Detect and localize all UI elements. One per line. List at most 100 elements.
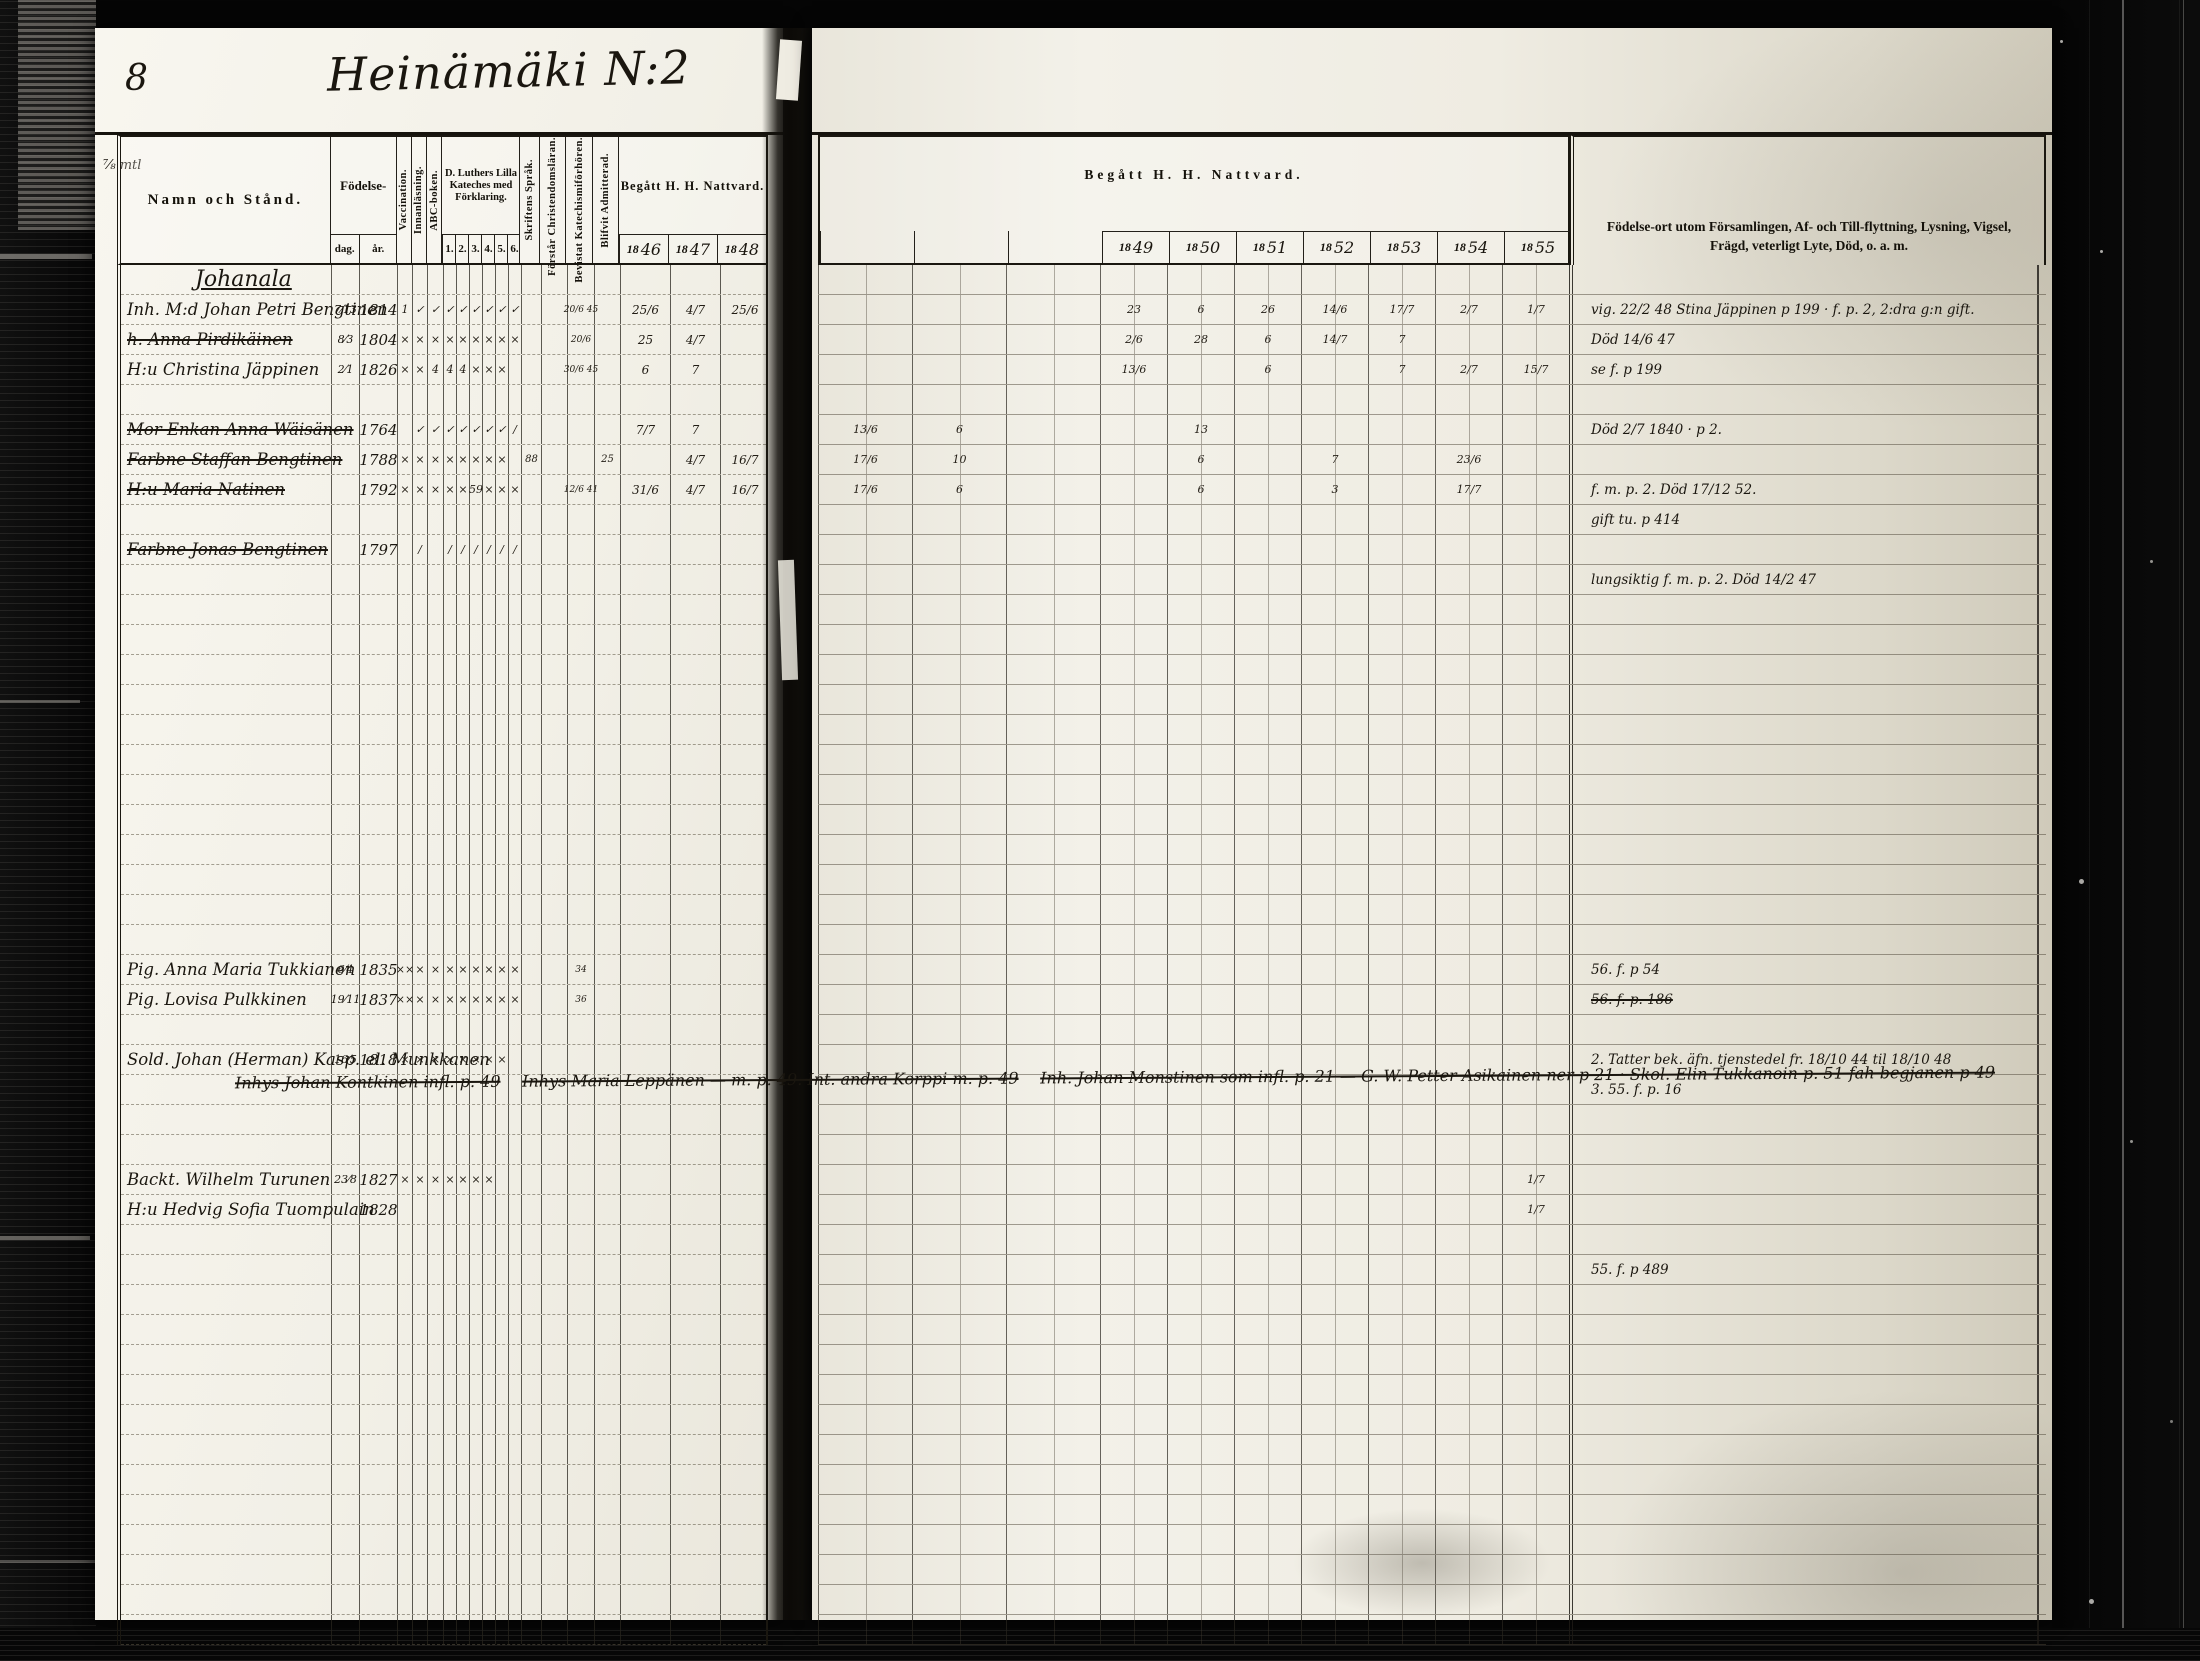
catechism-cell-1 [443,835,456,864]
table-row: 17/6 10 6 7 23/6 [818,445,2046,475]
name-cell [121,1285,331,1314]
communion-1848-cell [720,1465,769,1494]
scripture-cell [521,1435,541,1464]
communion-1847-cell: 7 [670,415,720,444]
communion-1854-cell [1435,1465,1502,1494]
communion-1850-cell [1167,1045,1234,1074]
communion-1849-cell [1100,1525,1167,1554]
attended-cell [567,1015,594,1044]
communion-1851-cell [1234,625,1301,654]
catechism-cell-4 [482,1585,495,1614]
catechism-cell-6 [508,1465,521,1494]
innanlasning-cell [412,1195,427,1224]
name-cell: H:u Christina Jäppinen [127,360,320,379]
table-row [121,1075,766,1105]
catechism-cell-3 [469,1285,482,1314]
communion-extra-cell-1 [818,1225,912,1254]
year-column-blank [820,231,914,263]
communion-1846-cell [620,1105,670,1134]
communion-extra-cell-3 [1006,475,1100,504]
communion-1851-cell [1234,565,1301,594]
innanlasning-cell: ∕ [412,535,427,564]
catechism-cell-4 [482,835,495,864]
innanlasning-cell: × [412,985,427,1014]
communion-year-cell: 18 47 [667,235,717,263]
communion-1847-cell [670,745,720,774]
catechism-cell-6 [508,1015,521,1044]
understands-cell [541,955,567,984]
communion-1854-cell [1435,1315,1502,1344]
catechism-cell-3 [469,1135,482,1164]
table-row [121,1135,766,1165]
communion-1849-cell [1100,385,1167,414]
catechism-cell-6: ∕ [508,415,521,444]
communion-extra-cell-2 [912,385,1006,414]
communion-1849-cell [1100,655,1167,684]
communion-1850-cell [1167,355,1234,384]
communion-extra-cell-1 [818,1585,912,1614]
communion-1854-cell: 2/7 [1435,355,1502,384]
vaccination-cell: × [397,475,412,504]
vaccination-cell [397,1525,412,1554]
understands-cell [541,595,567,624]
communion-extra-cell-3 [1006,355,1100,384]
understands-cell [541,1195,567,1224]
communion-1850-cell [1167,895,1234,924]
understands-cell [541,1465,567,1494]
communion-1854-cell [1435,1255,1502,1284]
communion-1854-cell [1435,505,1502,534]
communion-1846-cell [620,1585,670,1614]
catechism-cell-1 [443,1585,456,1614]
admitted-cell [594,1375,620,1404]
communion-extra-cell-1 [818,1105,912,1134]
birth-day-cell [331,475,359,504]
communion-1847-cell [670,535,720,564]
communion-1855-cell [1502,655,1569,684]
scripture-cell [521,1225,541,1254]
communion-1853-cell [1368,1285,1435,1314]
communion-1854-cell [1435,1405,1502,1434]
table-row [121,385,766,415]
catechism-cell-3: ✓ [469,415,482,444]
birth-year-cell [359,625,397,654]
communion-extra-cell-1 [818,325,912,354]
year-suffix: 47 [689,239,711,259]
header-catechism-label: D. Luthers Lilla Kateches med Förklaring… [444,167,518,203]
catechism-cell-5 [495,1435,508,1464]
communion-extra-cell-1 [818,1435,912,1464]
catechism-cell-3 [469,835,482,864]
table-row [818,805,2046,835]
catechism-cell-4 [482,1135,495,1164]
abc-cell [427,685,443,714]
name-cell [121,625,331,654]
innanlasning-cell: × [412,355,427,384]
catechism-cell-6: × [508,955,521,984]
communion-1852-cell [1301,505,1368,534]
innanlasning-cell [412,655,427,684]
communion-1851-cell [1234,1555,1301,1584]
catechism-cell-3 [469,1345,482,1374]
communion-1847-cell [670,655,720,684]
communion-1847-cell: 4/7 [670,475,720,504]
communion-1850-cell [1167,565,1234,594]
communion-1848-cell [720,565,769,594]
birth-year-cell [359,1105,397,1134]
catechism-cell-5 [495,1015,508,1044]
catechism-cell-5 [495,1495,508,1524]
communion-1849-cell [1100,1435,1167,1464]
innanlasning-cell [412,1225,427,1254]
birth-day-cell [331,805,359,834]
communion-1847-cell [670,1075,720,1104]
catechism-cell-5 [495,1315,508,1344]
understands-cell [541,745,567,774]
communion-extra-cell-2 [912,1495,1006,1524]
communion-1852-cell: 14/7 [1301,325,1368,354]
catechism-cell-1: ∕ [443,535,456,564]
table-row [121,1585,766,1615]
communion-1852-cell [1301,955,1368,984]
name-cell [121,895,331,924]
catechism-cell-3 [469,625,482,654]
vaccination-cell [397,685,412,714]
communion-1852-cell [1301,1315,1368,1344]
birth-year-cell [359,1465,397,1494]
